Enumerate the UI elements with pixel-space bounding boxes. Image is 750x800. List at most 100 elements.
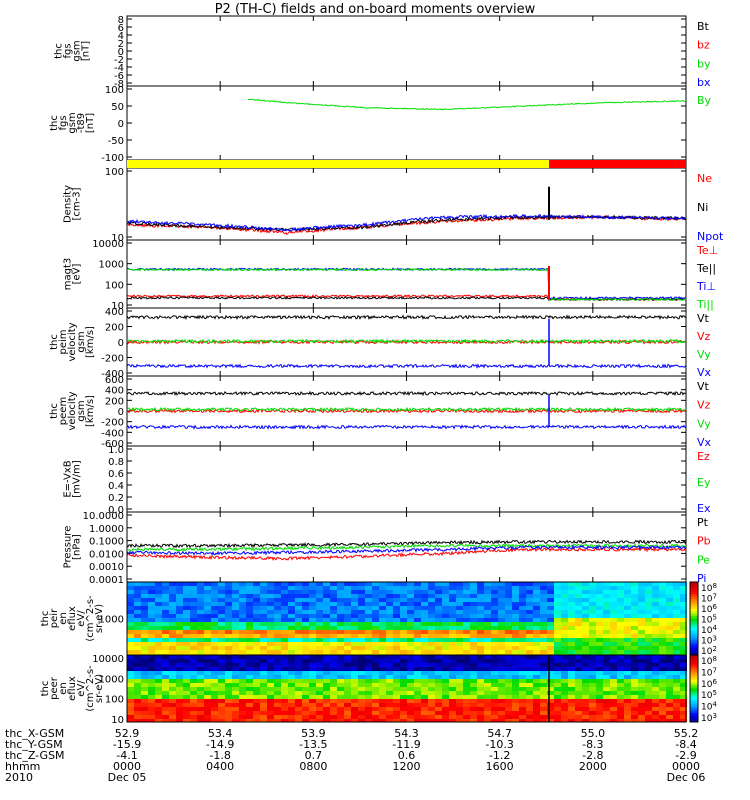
footer-value: 0400: [206, 760, 235, 773]
colorbar-label: 104: [701, 701, 717, 713]
series-Vt: [126, 314, 687, 321]
legend-entry: Vy: [697, 417, 711, 430]
colorbar-label: 105: [701, 689, 717, 701]
spectrogram: [127, 655, 687, 722]
series-Vx: [126, 424, 687, 430]
mode-bar-slow: [127, 160, 549, 168]
y-tick-label: -400: [101, 428, 124, 439]
mode-bar-fast: [549, 160, 686, 168]
y-tick-label: 10.0000: [83, 511, 124, 522]
footer-value: -8.4: [675, 738, 697, 751]
y-tick-label: -4: [114, 63, 124, 74]
y-axis-label: gsm: [72, 40, 83, 61]
footer-value: -1.8: [209, 749, 231, 762]
footer-row-label: 2010: [5, 771, 33, 784]
footer-value: -13.5: [299, 738, 328, 751]
y-tick-label: 0.0100: [89, 549, 124, 560]
legend-entry: Vx: [697, 436, 712, 449]
legend-entry: bx: [697, 76, 711, 89]
y-tick-label: -200: [101, 354, 124, 365]
y-axis-label: fgs: [63, 43, 74, 58]
y-tick-label: 0.0: [108, 505, 124, 516]
colorbar-label: 106: [701, 678, 717, 690]
y-axis-label: sr-eV): [94, 604, 105, 633]
footer-value: -10.3: [485, 738, 514, 751]
y-tick-label: 400: [105, 386, 124, 397]
series-Pi: [126, 544, 687, 556]
footer-row-label: thc_X-GSM: [5, 727, 65, 740]
footer-value: -14.9: [205, 738, 235, 751]
y-tick-label: 0: [118, 47, 124, 58]
y-axis-label: en: [58, 612, 69, 625]
footer-value: Dec 05: [107, 771, 147, 784]
legend-entry: Te||: [696, 262, 716, 275]
y-tick-label: 1.0: [108, 445, 124, 456]
y-axis-label: velocity: [67, 322, 78, 361]
y-axis-label: velocity: [67, 391, 78, 430]
y-axis-label: eV/: [76, 610, 87, 627]
panel-frame: [126, 85, 687, 161]
y-tick-label: 100: [105, 167, 124, 178]
footer-value: 52.9: [114, 727, 140, 740]
legend-entry: Te⊥: [696, 244, 718, 257]
y-axis-label: peer: [49, 676, 60, 700]
spectrogram: [127, 582, 687, 655]
y-tick-label: -2: [114, 55, 124, 66]
legend-entry: Ez: [697, 450, 710, 463]
y-axis-label: Pressure: [63, 526, 74, 569]
y-axis-label: (cm^2-s-: [85, 665, 96, 712]
footer-value: 0000: [113, 760, 141, 773]
legend-entry: Pe: [697, 553, 710, 566]
footer-value: 0.6: [397, 749, 416, 762]
overview-figure: 86420-2-4-6-8thcfgsgsm[nT]Btbzbybx100500…: [40, 15, 724, 726]
y-tick-label: -600: [101, 439, 124, 450]
series-Ti||: [126, 267, 687, 302]
footer-value: -1.2: [488, 749, 511, 762]
y-tick-label: 0.6: [108, 469, 124, 480]
legend-entry: Vy: [697, 348, 711, 361]
y-tick-label: 400: [105, 307, 124, 318]
legend-entry: Ti||: [696, 298, 714, 311]
series-Vt: [126, 390, 687, 397]
y-axis-label: eV/: [76, 680, 87, 697]
y-axis-label: thc: [49, 403, 60, 419]
footer-value: 0800: [299, 760, 328, 773]
y-tick-label: 0.4: [108, 481, 124, 492]
y-tick-label: 10000: [92, 239, 124, 250]
legend-entry: Pi: [697, 572, 706, 585]
y-axis-label: peim: [58, 329, 69, 354]
y-axis-label: thc: [40, 611, 51, 627]
legend-entry: Npot: [697, 230, 724, 243]
footer-value: -2.8: [582, 749, 604, 762]
footer-value: 53.4: [207, 727, 233, 740]
y-tick-label: 100: [105, 85, 124, 96]
y-tick-label: 10: [111, 233, 124, 244]
plot-title: P2 (TH-C) fields and on-board moments ov…: [214, 2, 536, 17]
footer-value: 55.2: [673, 727, 699, 740]
y-axis-label: gsm: [76, 331, 87, 352]
legend-entry: by: [697, 57, 711, 70]
footer-row-label: thc_Y-GSM: [5, 738, 63, 751]
footer-value: Dec 06: [666, 771, 706, 784]
y-tick-label: 0.0001: [89, 575, 124, 586]
footer-value: 2000: [578, 760, 607, 773]
y-tick-label: -50: [108, 136, 124, 147]
y-axis-label: -t89: [76, 113, 87, 133]
panel-frame: [126, 167, 687, 241]
legend-entry: Vx: [697, 366, 712, 379]
legend-entry: By: [697, 94, 712, 107]
y-tick-label: 0.8: [108, 457, 124, 468]
y-tick-label: 10000: [92, 654, 124, 665]
footer-value: -11.9: [392, 738, 421, 751]
legend-entry: Vz: [697, 399, 711, 412]
footer-value: -2.9: [675, 749, 697, 762]
y-tick-label: 6: [118, 23, 124, 34]
y-tick-label: 0: [118, 338, 124, 349]
legend-entry: Ne: [697, 172, 712, 185]
series-Vy: [126, 338, 687, 345]
legend-entry: bz: [697, 39, 710, 52]
y-axis-label: en: [58, 682, 69, 695]
colorbar-label: 107: [701, 666, 717, 678]
legend-entry: Vt: [697, 380, 710, 393]
y-axis-label: fgs: [58, 115, 69, 130]
